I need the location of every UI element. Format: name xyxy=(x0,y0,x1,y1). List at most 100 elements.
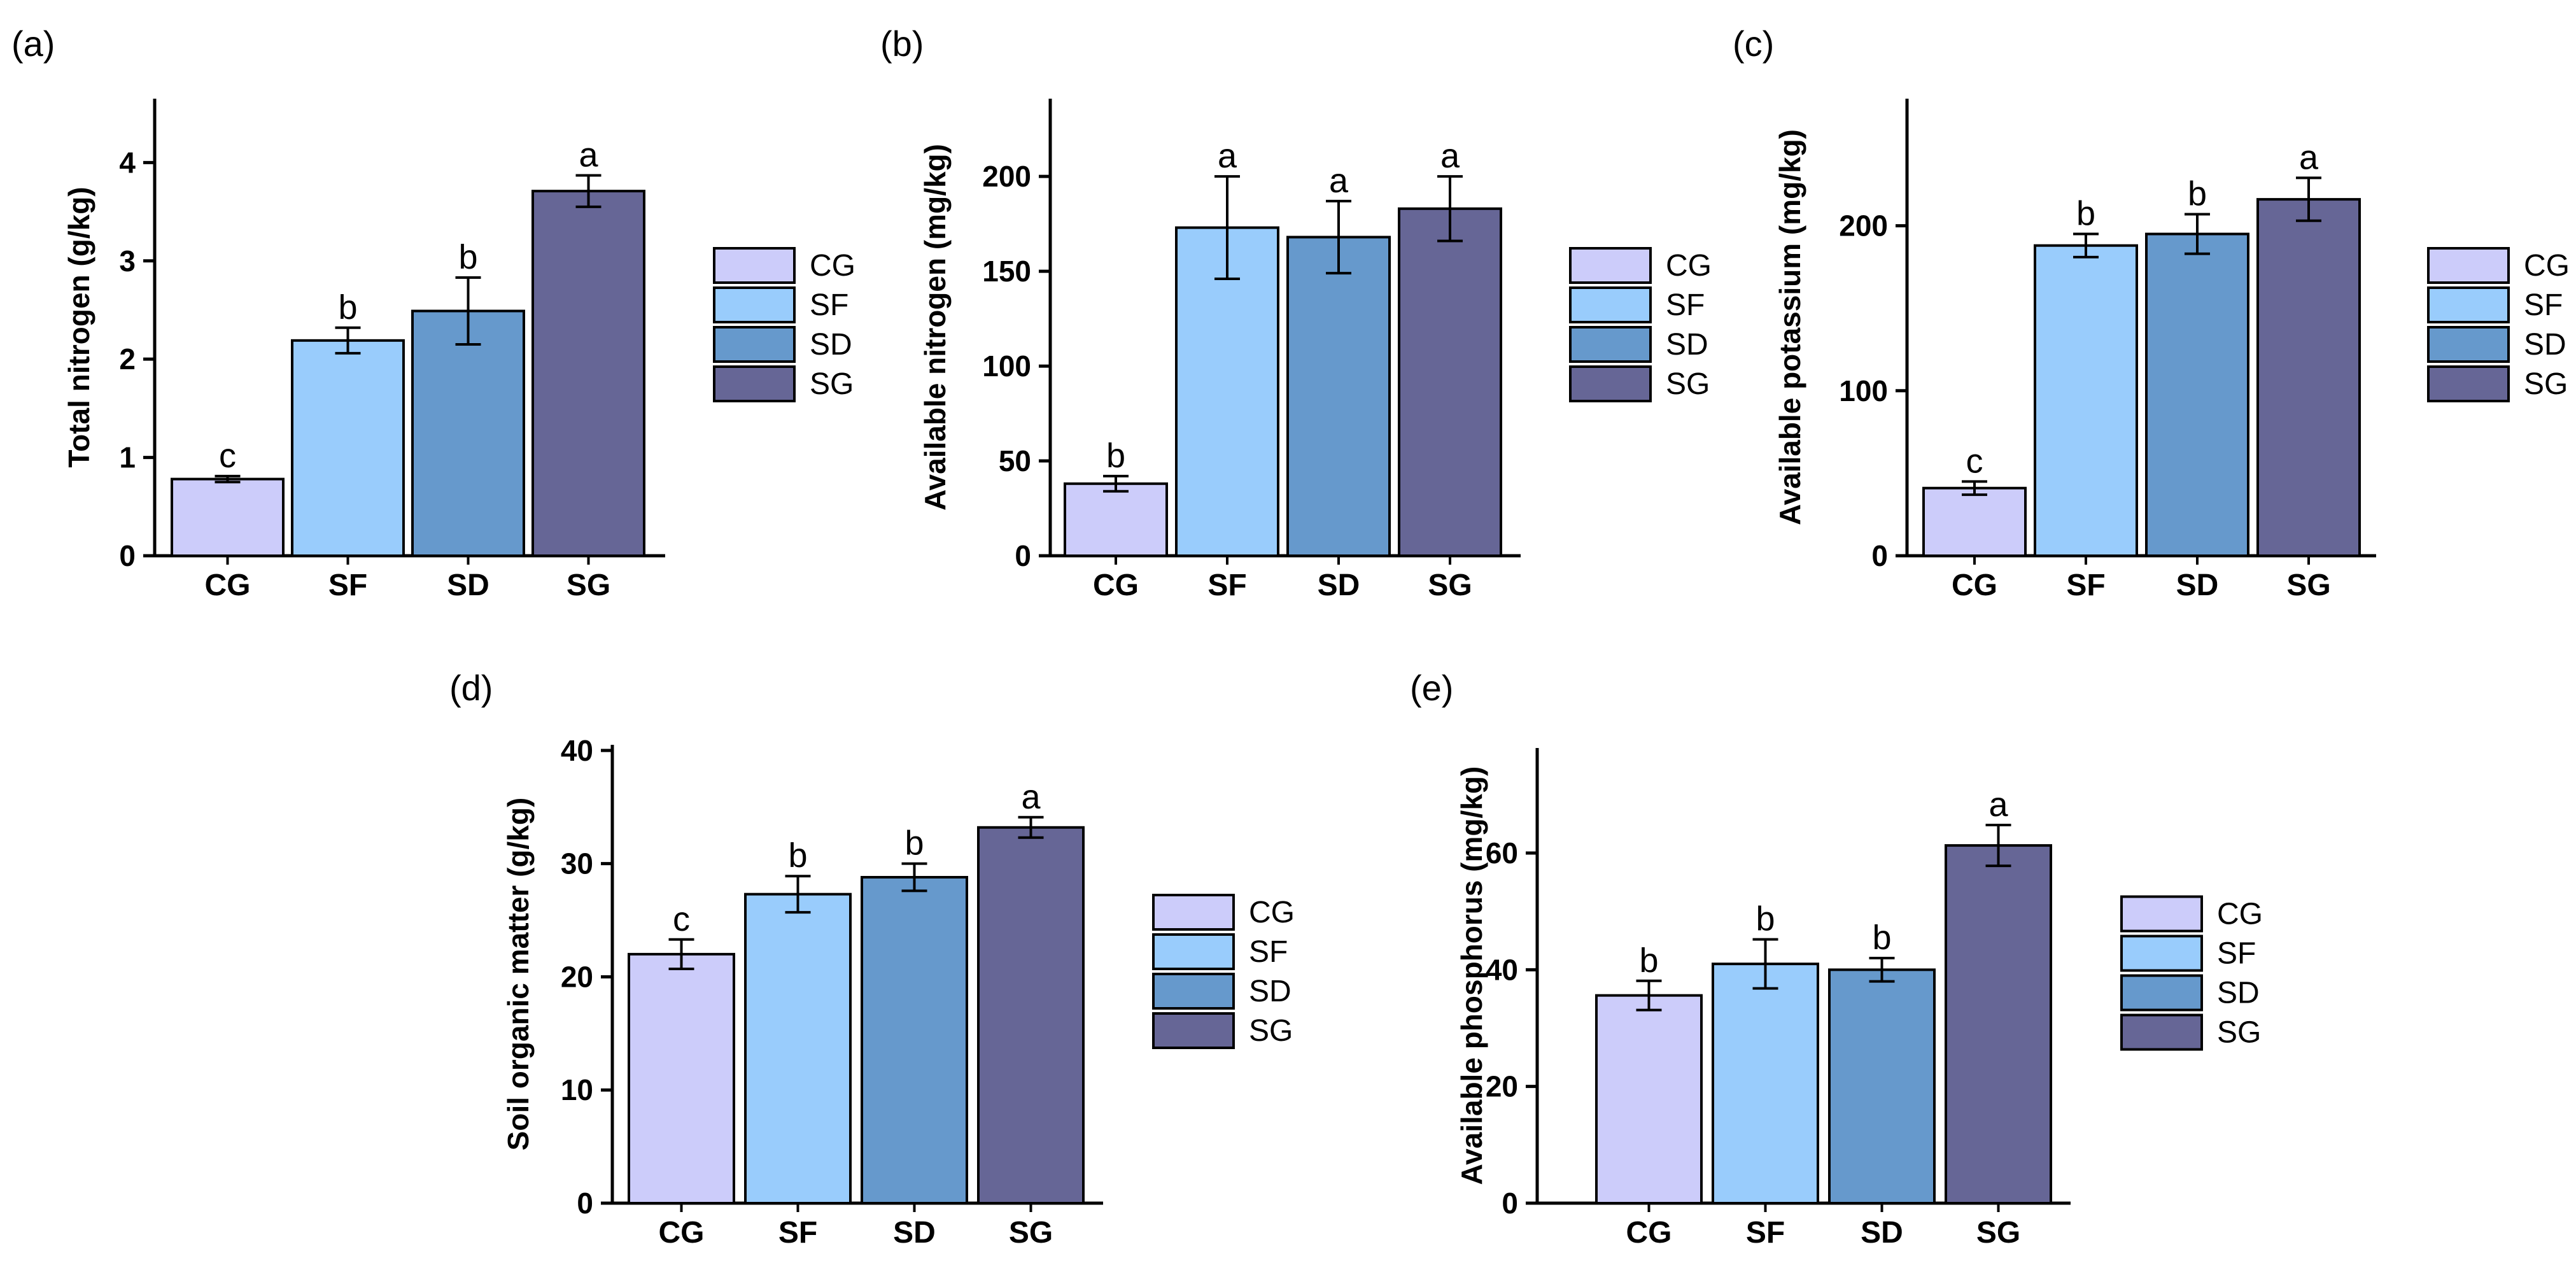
bar-SD xyxy=(1828,968,1936,1205)
significance-letter: b xyxy=(1872,919,1891,957)
legend-label: SD xyxy=(2217,977,2260,1010)
legend-label: SF xyxy=(1249,935,1288,969)
legend-swatch-SF xyxy=(1569,286,1652,323)
bar-CG xyxy=(171,477,285,557)
bar-CG xyxy=(1064,482,1168,558)
chart-panel-3: (c) 0 100 200 Available potassium (mg/kg) c CG… xyxy=(1733,24,2570,602)
y-tick-label: 100 xyxy=(982,349,1031,383)
legend-swatch-CG xyxy=(1152,894,1235,931)
significance-letter: c xyxy=(673,900,690,938)
y-tick-label: 0 xyxy=(1871,539,1888,572)
panel-label: (a) xyxy=(11,24,55,64)
y-tick-label: 40 xyxy=(1486,953,1518,986)
panel-label: (c) xyxy=(1733,24,1774,64)
bar-SF xyxy=(744,893,852,1204)
x-tick-label: SF xyxy=(778,1216,817,1250)
bar-CG xyxy=(628,952,735,1205)
x-tick-label: CG xyxy=(205,568,251,602)
significance-letter: b xyxy=(1106,437,1125,475)
legend-swatch-SG xyxy=(2120,1013,2203,1051)
significance-letter: b xyxy=(458,238,477,276)
panel-label: (d) xyxy=(449,668,493,708)
legend-swatch-SG xyxy=(1569,365,1652,402)
x-tick-label: SF xyxy=(1207,568,1246,602)
y-tick-label: 1 xyxy=(119,441,136,474)
y-tick-label: 100 xyxy=(1839,374,1888,407)
significance-letter: c xyxy=(219,437,236,475)
y-tick-label: 0 xyxy=(1015,539,1031,572)
significance-letter: a xyxy=(1440,137,1460,175)
x-tick-label: SD xyxy=(893,1216,936,1250)
y-tick-label: 30 xyxy=(561,847,593,880)
legend-label: SG xyxy=(2524,367,2568,401)
significance-letter: a xyxy=(1988,786,2008,824)
y-axis-label: Available phosphorus (mg/kg) xyxy=(1455,766,1488,1185)
x-tick-label: CG xyxy=(1952,568,1997,602)
significance-letter: a xyxy=(1329,162,1349,200)
y-tick-label: 20 xyxy=(561,960,593,993)
legend-swatch-SD xyxy=(2120,974,2203,1012)
y-tick-label: 150 xyxy=(982,255,1031,288)
chart-panel-1: (a) 0 1 2 3 4 Total nitrogen (g/kg) c CG b SF b SD a S… xyxy=(11,24,855,602)
panel-label: (b) xyxy=(880,24,924,64)
legend-swatch-CG xyxy=(1569,247,1652,284)
legend-label: SD xyxy=(1249,975,1292,1008)
bar-SF xyxy=(1712,963,1819,1204)
legend-swatch-SD xyxy=(1569,326,1652,363)
bar-SD xyxy=(411,309,525,557)
x-tick-label: SG xyxy=(1009,1216,1053,1250)
legend-label: SF xyxy=(2524,288,2563,322)
significance-letter: b xyxy=(1756,900,1775,938)
y-tick-label: 3 xyxy=(119,244,136,278)
legend-swatch-SF xyxy=(2120,935,2203,972)
y-axis-label: Soil organic matter (g/kg) xyxy=(502,798,535,1151)
x-tick-label: SG xyxy=(2286,568,2330,602)
legend-label: SF xyxy=(2217,937,2256,971)
bar-SG xyxy=(2256,198,2361,557)
significance-letter: a xyxy=(1021,778,1041,816)
y-tick-label: 20 xyxy=(1486,1070,1518,1103)
y-tick-label: 10 xyxy=(561,1073,593,1106)
x-tick-label: SD xyxy=(1318,568,1360,602)
significance-letter: a xyxy=(1218,137,1237,175)
x-tick-label: SD xyxy=(2176,568,2219,602)
y-tick-label: 0 xyxy=(1502,1187,1518,1220)
legend-label: SG xyxy=(1249,1014,1293,1048)
y-tick-label: 200 xyxy=(982,160,1031,193)
y-tick-label: 0 xyxy=(119,539,136,572)
significance-letter: b xyxy=(788,836,807,875)
y-tick-label: 200 xyxy=(1839,209,1888,243)
legend-label: CG xyxy=(2217,898,2263,931)
chart-panel-2: (b) 0 50 100 150 200 Available nitrogen (mg/kg… xyxy=(880,24,1712,602)
legend-label: SF xyxy=(1666,288,1705,322)
x-tick-label: CG xyxy=(1626,1216,1672,1250)
legend-label: SG xyxy=(810,367,854,401)
y-axis-label: Total nitrogen (g/kg) xyxy=(62,187,95,467)
legend-label: CG xyxy=(1666,249,1712,283)
x-tick-label: CG xyxy=(659,1216,705,1250)
significance-letter: b xyxy=(1639,942,1658,980)
x-tick-label: CG xyxy=(1093,568,1139,602)
bar-SG xyxy=(977,826,1085,1205)
legend-swatch-SF xyxy=(1152,933,1235,970)
bar-CG xyxy=(1595,994,1703,1204)
legend-label: SG xyxy=(1666,367,1710,401)
significance-letter: b xyxy=(2188,174,2207,213)
x-tick-label: SG xyxy=(1976,1216,2020,1250)
x-tick-label: SF xyxy=(328,568,367,602)
x-tick-label: SF xyxy=(2066,568,2105,602)
chart-panel-4: (d) 0 10 20 30 40 Soil organic matter (g/kg) c C… xyxy=(449,668,1295,1250)
x-tick-label: SG xyxy=(1428,568,1472,602)
legend-label: SD xyxy=(810,328,852,362)
x-tick-label: SD xyxy=(447,568,489,602)
legend-swatch-CG xyxy=(713,247,796,284)
significance-letter: b xyxy=(904,824,924,863)
bar-SF xyxy=(291,339,405,557)
y-tick-label: 2 xyxy=(119,342,136,376)
legend-label: SG xyxy=(2217,1016,2261,1050)
legend-swatch-SD xyxy=(713,326,796,363)
bar-SD xyxy=(861,876,968,1204)
panel-label: (e) xyxy=(1410,668,1453,708)
legend-swatch-SD xyxy=(1152,973,1235,1010)
